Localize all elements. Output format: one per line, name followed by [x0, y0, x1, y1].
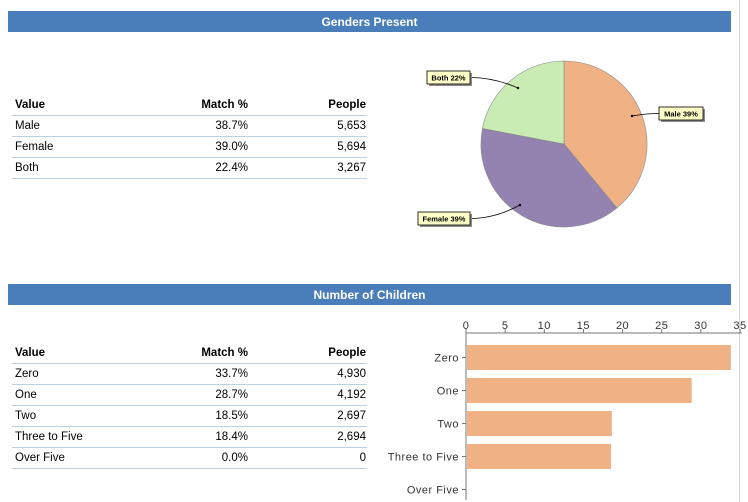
pie-slice-male	[563, 60, 648, 209]
row-people: 5,653	[337, 120, 366, 132]
category-label: Zero	[434, 353, 459, 365]
callout-anchor-dot	[630, 114, 634, 118]
children-table-header: Value Match % People	[12, 343, 367, 364]
x-tick-label: 15	[577, 320, 590, 332]
page-edge-line	[739, 0, 740, 502]
bar-two	[467, 411, 612, 436]
x-tick-label: 0	[463, 320, 470, 332]
row-people: 5,694	[337, 141, 366, 153]
children-section-title: Number of Children	[313, 287, 426, 302]
genders-section-header: Genders Present	[8, 11, 731, 32]
bar-one	[467, 378, 692, 403]
row-value: Female	[15, 141, 54, 153]
table-row: Two 18.5% 2,697	[12, 406, 367, 427]
bar-three-to-five	[467, 444, 612, 469]
row-match: 0.0%	[221, 452, 248, 464]
callout-box-both	[426, 70, 471, 85]
row-people: 4,192	[337, 389, 366, 401]
genders-table: Value Match % People Male 38.7% 5,653 Fe…	[12, 95, 367, 179]
table-row: One 28.7% 4,192	[12, 385, 367, 406]
row-people: 0	[359, 452, 366, 464]
table-row: Over Five 0.0% 0	[12, 448, 367, 469]
table-row: Male 38.7% 5,653	[12, 116, 367, 137]
column-header-value: Value	[15, 99, 46, 111]
pie-label-female: Female 39%	[423, 215, 466, 224]
row-value: Both	[15, 162, 39, 174]
row-match: 33.7%	[215, 368, 248, 380]
column-header-match: Match %	[201, 347, 248, 359]
callout-box-female	[417, 211, 471, 226]
column-header-value: Value	[15, 347, 46, 359]
x-tick-label: 20	[616, 320, 629, 332]
pie-label-male: Male 39%	[664, 110, 698, 119]
callout-anchor-dot	[518, 203, 522, 207]
x-tick-label: 5	[502, 320, 509, 332]
x-tick-label: 10	[538, 320, 551, 332]
callout-box-male	[658, 106, 704, 121]
row-people: 4,930	[337, 368, 366, 380]
row-match: 18.5%	[215, 410, 248, 422]
row-match: 38.7%	[215, 120, 248, 132]
children-table: Value Match % People Zero 33.7% 4,930 On…	[12, 343, 367, 469]
bar-chart: 0 5 10 15 20 25 30 35 Zero One Two Three to Five Ove…	[388, 320, 746, 500]
pie-label-both: Both 22%	[431, 74, 466, 83]
callout-leader-both	[469, 77, 519, 89]
pie-chart: Male 39% Female 39% Both 22%	[417, 60, 705, 228]
x-tick-label: 30	[694, 320, 707, 332]
row-match: 39.0%	[215, 141, 248, 153]
row-value: Two	[15, 410, 37, 422]
row-value: Over Five	[15, 452, 65, 464]
category-label: One	[437, 386, 459, 398]
genders-section-title: Genders Present	[321, 14, 418, 29]
row-value: Male	[15, 120, 40, 132]
pie-slice-female	[480, 128, 618, 228]
category-label: Two	[437, 419, 459, 431]
row-value: One	[15, 389, 37, 401]
column-header-match: Match %	[201, 99, 248, 111]
row-match: 28.7%	[215, 389, 248, 401]
table-row: Both 22.4% 3,267	[12, 158, 367, 179]
row-value: Three to Five	[15, 431, 83, 443]
category-label: Three to Five	[388, 452, 459, 464]
callout-anchor-dot	[516, 86, 520, 90]
category-label: Over Five	[407, 485, 459, 497]
column-header-people: People	[328, 99, 366, 111]
genders-table-header: Value Match % People	[12, 95, 367, 116]
pie-slice-both	[482, 60, 565, 145]
callout-leader-female	[469, 204, 521, 219]
callout-leader-male	[631, 113, 660, 117]
row-value: Zero	[15, 368, 39, 380]
row-match: 18.4%	[215, 431, 248, 443]
table-row: Female 39.0% 5,694	[12, 137, 367, 158]
table-row: Three to Five 18.4% 2,694	[12, 427, 367, 448]
row-people: 2,694	[337, 431, 366, 443]
column-header-people: People	[328, 347, 366, 359]
row-people: 2,697	[337, 410, 366, 422]
table-row: Zero 33.7% 4,930	[12, 364, 367, 385]
children-section-header: Number of Children	[8, 284, 731, 305]
x-tick-label: 35	[733, 320, 746, 332]
bar-zero	[467, 345, 731, 370]
row-match: 22.4%	[215, 162, 248, 174]
x-tick-label: 25	[655, 320, 668, 332]
row-people: 3,267	[337, 162, 366, 174]
